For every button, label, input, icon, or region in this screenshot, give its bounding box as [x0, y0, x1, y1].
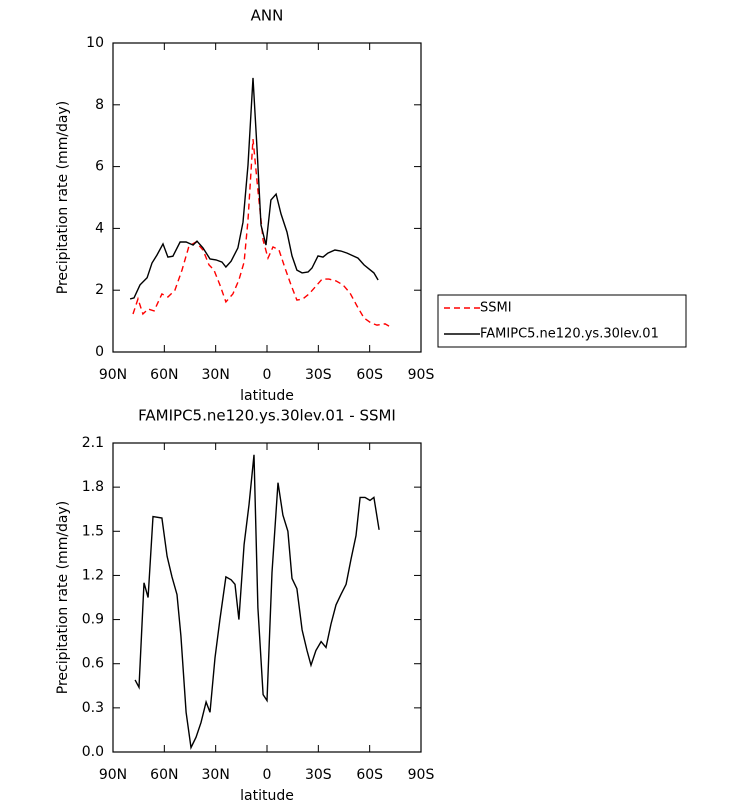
x-tick-label: 90N [99, 767, 127, 783]
y-tick-label: 0 [95, 344, 104, 360]
plot-frame [112, 42, 422, 353]
y-tick-label: 2.1 [82, 435, 104, 451]
x-axis-label: latitude [240, 788, 294, 804]
x-tick-label: 60N [150, 767, 178, 783]
series-line [132, 139, 393, 329]
y-tick-label: 4 [95, 220, 104, 236]
x-tick-label: 30N [202, 367, 230, 383]
x-tick-label: 60S [356, 767, 383, 783]
x-tick-label: 30S [305, 767, 332, 783]
y-tick-label: 1.8 [82, 479, 104, 495]
y-tick-label: 0.3 [82, 700, 104, 716]
y-tick-label: 8 [95, 97, 104, 113]
chart-title: FAMIPC5.ne120.ys.30lev.01 - SSMI [138, 407, 396, 425]
x-tick-label: 30N [202, 767, 230, 783]
x-tick-label: 30S [305, 367, 332, 383]
plot-frame [112, 442, 422, 753]
x-tick-label: 90S [408, 767, 435, 783]
y-axis-label: Precipitation rate (mm/day) [55, 101, 71, 295]
legend-label: SSMI [480, 301, 512, 316]
y-axis-label: Precipitation rate (mm/day) [55, 501, 71, 695]
legend-label: FAMIPC5.ne120.ys.30lev.01 [480, 327, 659, 342]
x-tick-label: 0 [263, 367, 272, 383]
chart-title: ANN [251, 7, 284, 25]
series-line [129, 77, 379, 300]
y-tick-label: 6 [95, 159, 104, 175]
y-tick-label: 2 [95, 282, 104, 298]
x-tick-label: 90S [408, 367, 435, 383]
x-tick-label: 60S [356, 367, 383, 383]
y-tick-label: 1.2 [82, 567, 104, 583]
y-tick-label: 0.9 [82, 612, 104, 628]
legend-box [437, 294, 687, 348]
y-tick-label: 1.5 [82, 523, 104, 539]
y-tick-label: 10 [86, 35, 104, 51]
x-tick-label: 60N [150, 367, 178, 383]
series-line [134, 454, 380, 750]
x-axis-label: latitude [240, 388, 294, 404]
x-tick-label: 90N [99, 367, 127, 383]
y-tick-label: 0.6 [82, 656, 104, 672]
x-tick-label: 0 [263, 767, 272, 783]
y-tick-label: 0.0 [82, 744, 104, 760]
